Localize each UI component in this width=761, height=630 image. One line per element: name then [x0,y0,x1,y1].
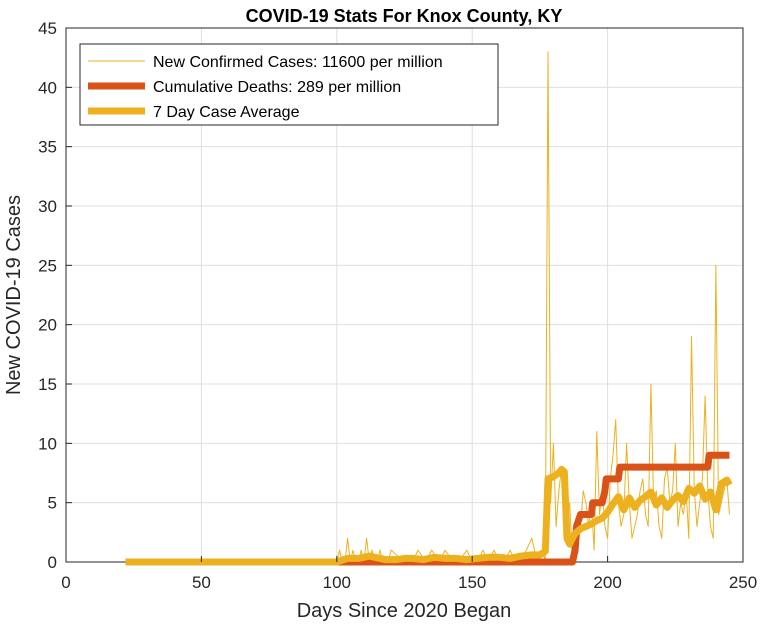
y-tick-label: 5 [48,494,57,513]
legend-label-7-day-average: 7 Day Case Average [153,104,300,121]
x-tick-label: 250 [729,573,757,592]
x-tick-label: 100 [323,573,351,592]
cumulative-deaths-line [125,451,730,566]
y-tick-label: 20 [38,316,57,335]
legend-label-cumulative-deaths: Cumulative Deaths: 289 per million [153,79,401,96]
y-tick-label: 30 [38,197,57,216]
y-tick-label: 40 [38,78,57,97]
axis-ticks: 0 50 100 150 200 250 0 5 10 15 20 25 30 35 40 45 [38,19,757,592]
y-tick-label: 25 [38,256,57,275]
x-tick-label: 200 [593,573,621,592]
y-tick-label: 15 [38,375,57,394]
y-tick-label: 35 [38,138,57,157]
y-tick-label: 0 [48,553,57,572]
legend: New Confirmed Cases: 11600 per million C… [79,43,499,126]
y-tick-label: 10 [38,434,57,453]
y-axis-label: New COVID-19 Cases [3,195,25,395]
x-tick-label: 150 [458,573,486,592]
legend-label-new-cases: New Confirmed Cases: 11600 per million [153,54,443,71]
x-axis-label: Days Since 2020 Began [297,600,512,622]
7-day-case-average-line [125,465,733,566]
legend-box [79,43,499,126]
new-confirmed-cases-line [125,51,730,563]
chart-title: COVID-19 Stats For Knox County, KY [246,6,563,26]
y-tick-label: 45 [38,19,57,38]
x-tick-label: 50 [192,573,211,592]
x-tick-label: 0 [61,573,70,592]
series-layer [125,51,733,566]
